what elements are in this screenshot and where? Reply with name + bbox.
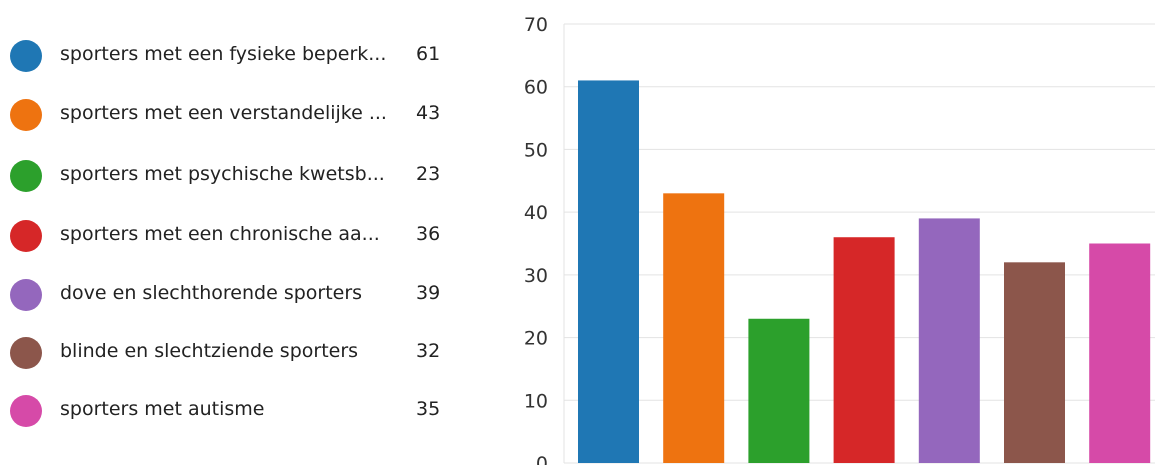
legend-color-dot bbox=[10, 160, 42, 192]
bar bbox=[1089, 243, 1151, 463]
legend-value: 35 bbox=[416, 398, 441, 420]
legend-item: sporters met een chronische aa... 36 bbox=[10, 216, 450, 256]
y-tick-label: 40 bbox=[524, 202, 548, 224]
legend-label: dove en slechthorende sporters bbox=[60, 282, 363, 304]
bar-chart: 0 10 20 30 40 50 60 70 bbox=[524, 14, 1155, 465]
legend-item: sporters met een fysieke beperk... 61 bbox=[10, 36, 450, 76]
legend-item: dove en slechthorende sporters 39 bbox=[10, 275, 450, 315]
y-axis-tick-labels: 0 10 20 30 40 50 60 70 bbox=[524, 14, 548, 465]
legend-label: sporters met een chronische aa... bbox=[60, 223, 380, 245]
bar bbox=[663, 193, 725, 464]
legend-label: blinde en slechtziende sporters bbox=[60, 340, 359, 362]
legend-color-dot bbox=[10, 99, 42, 131]
legend-item: blinde en slechtziende sporters 32 bbox=[10, 333, 450, 373]
y-tick-label: 20 bbox=[524, 328, 548, 350]
bar bbox=[833, 237, 895, 463]
y-tick-label: 50 bbox=[524, 139, 548, 161]
legend-value: 39 bbox=[416, 282, 441, 304]
bar bbox=[748, 318, 810, 463]
y-tick-label: 10 bbox=[524, 390, 548, 412]
legend-color-dot bbox=[10, 220, 42, 252]
bar bbox=[1004, 262, 1065, 463]
legend-item: sporters met psychische kwetsb... 23 bbox=[10, 156, 450, 196]
legend-color-dot bbox=[10, 395, 42, 427]
chart-legend: sporters met een fysieke beperk... 61 sp… bbox=[0, 0, 460, 465]
legend-label: sporters met autisme bbox=[60, 398, 265, 420]
legend-value: 43 bbox=[416, 102, 441, 124]
y-tick-label: 70 bbox=[524, 14, 548, 36]
legend-label: sporters met psychische kwetsb... bbox=[60, 163, 385, 185]
y-tick-label: 30 bbox=[524, 265, 548, 287]
bar bbox=[578, 80, 639, 463]
bar bbox=[918, 218, 980, 463]
legend-color-dot bbox=[10, 40, 42, 72]
legend-item: sporters met autisme 35 bbox=[10, 391, 450, 431]
legend-value: 36 bbox=[416, 223, 441, 245]
legend-value: 32 bbox=[416, 340, 441, 362]
legend-value: 23 bbox=[416, 163, 441, 185]
legend-value: 61 bbox=[416, 43, 441, 65]
bars bbox=[578, 80, 1151, 464]
y-tick-label: 0 bbox=[536, 453, 548, 465]
y-tick-label: 60 bbox=[524, 77, 548, 99]
legend-color-dot bbox=[10, 279, 42, 311]
legend-label: sporters met een verstandelijke ... bbox=[60, 102, 387, 124]
legend-color-dot bbox=[10, 337, 42, 369]
legend-item: sporters met een verstandelijke ... 43 bbox=[10, 95, 450, 135]
legend-label: sporters met een fysieke beperk... bbox=[60, 43, 387, 65]
